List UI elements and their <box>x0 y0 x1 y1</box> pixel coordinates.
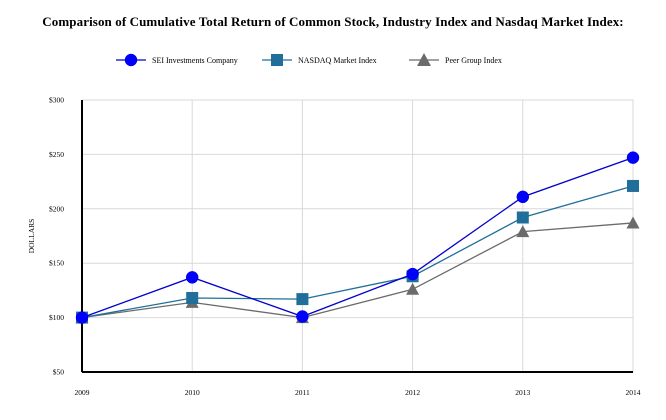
legend-label-nasdaq: NASDAQ Market Index <box>298 55 377 65</box>
legend-label-peer: Peer Group Index <box>445 55 502 65</box>
data-point-nasdaq <box>296 293 309 306</box>
x-tick-label: 2010 <box>185 388 200 397</box>
y-tick-label: $50 <box>53 368 65 377</box>
x-tick-label: 2009 <box>75 388 90 397</box>
series-line-0 <box>81 157 634 319</box>
y-tick-label: $150 <box>49 259 64 268</box>
series-line-1 <box>81 185 634 319</box>
y-tick-label: $200 <box>49 204 64 213</box>
legend-marker-peer <box>409 53 439 66</box>
x-tick-label: 2011 <box>295 388 310 397</box>
x-tick-label: 2013 <box>515 388 530 397</box>
data-point-nasdaq <box>627 179 639 192</box>
legend-marker-sei <box>116 53 146 67</box>
x-tick-label: 2014 <box>626 388 641 397</box>
legend-item-nasdaq: NASDAQ Market Index <box>260 50 377 70</box>
data-point-sei <box>516 190 530 204</box>
legend-label-sei: SEI Investments Company <box>152 55 238 65</box>
y-tick-label: $100 <box>49 313 64 322</box>
chart-title: Comparison of Cumulative Total Return of… <box>42 14 624 29</box>
y-tick-label: $300 <box>49 96 64 105</box>
data-point-sei <box>75 311 89 324</box>
legend-item-sei: SEI Investments Company <box>114 50 238 70</box>
data-point-sei <box>296 310 309 323</box>
data-point-nasdaq <box>516 211 529 224</box>
legend: SEI Investments Company NASDAQ Market In… <box>0 50 666 70</box>
series-line-2 <box>81 222 634 319</box>
legend-marker-nasdaq <box>262 54 292 66</box>
data-point-sei <box>406 267 419 281</box>
y-tick-label: $250 <box>49 150 64 159</box>
data-point-nasdaq <box>186 292 199 305</box>
plot-area <box>81 99 634 373</box>
data-point-sei <box>626 151 640 164</box>
legend-item-peer: Peer Group Index <box>407 50 502 70</box>
x-tick-label: 2012 <box>405 388 420 397</box>
data-point-peer <box>516 225 530 238</box>
data-point-sei <box>185 271 199 284</box>
data-point-peer <box>406 282 420 295</box>
data-point-peer <box>626 216 640 229</box>
y-axis-title: DOLLARS <box>27 219 36 254</box>
